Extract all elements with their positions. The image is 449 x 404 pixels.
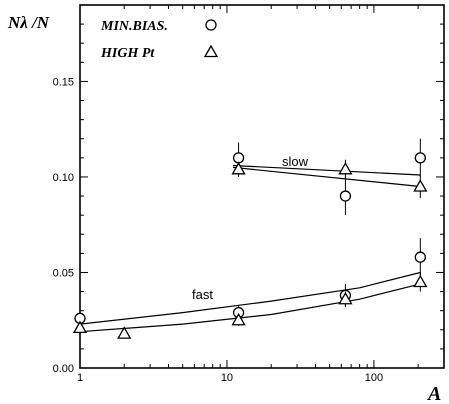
data-point-triangle — [413, 274, 428, 288]
legend-marker-circle — [205, 19, 217, 31]
legend-label-high-pt: HIGH Pt — [100, 46, 155, 61]
plot-frame — [79, 4, 445, 369]
y-tick-label: 0.00 — [53, 363, 74, 375]
x-axis-title: A — [426, 383, 441, 404]
data-point-triangle — [231, 161, 246, 175]
data-point-circle — [339, 190, 352, 202]
legend-marker-triangle — [203, 44, 219, 58]
x-tick-label: 10 — [221, 372, 233, 384]
fit-line-fast — [79, 271, 421, 325]
data-point-triangle — [338, 161, 353, 175]
x-tick-label: 1 — [77, 372, 83, 384]
data-points — [72, 138, 428, 339]
fit-line-slow — [232, 166, 421, 188]
x-tick-label: 100 — [365, 372, 383, 384]
fit-line-fast — [79, 283, 421, 333]
data-point-triangle — [117, 326, 132, 339]
annotation-fast: fast — [192, 287, 213, 302]
legend-label-min-bias: MIN.BIAS. — [100, 19, 168, 34]
y-tick-label: 0.10 — [53, 172, 74, 184]
data-point-circle — [414, 251, 426, 263]
data-point-triangle — [72, 320, 88, 334]
annotation-slow: slow — [282, 154, 309, 169]
fit-line-slow — [232, 164, 421, 176]
plot-frame-border — [79, 4, 445, 369]
fit-lines — [79, 164, 421, 333]
data-point-triangle — [231, 312, 246, 326]
data-point-triangle — [413, 179, 428, 192]
axis-ticks: 0.00 0.05 0.10 0.15 1 10 100 — [53, 4, 445, 384]
legend-markers — [203, 19, 219, 58]
data-point-triangle — [338, 291, 353, 305]
data-point-circle — [232, 152, 245, 164]
y-tick-label: 0.15 — [53, 76, 74, 88]
y-tick-label: 0.05 — [53, 267, 74, 279]
y-axis-title: Nλ /N — [7, 13, 50, 32]
data-point-circle — [414, 152, 426, 164]
